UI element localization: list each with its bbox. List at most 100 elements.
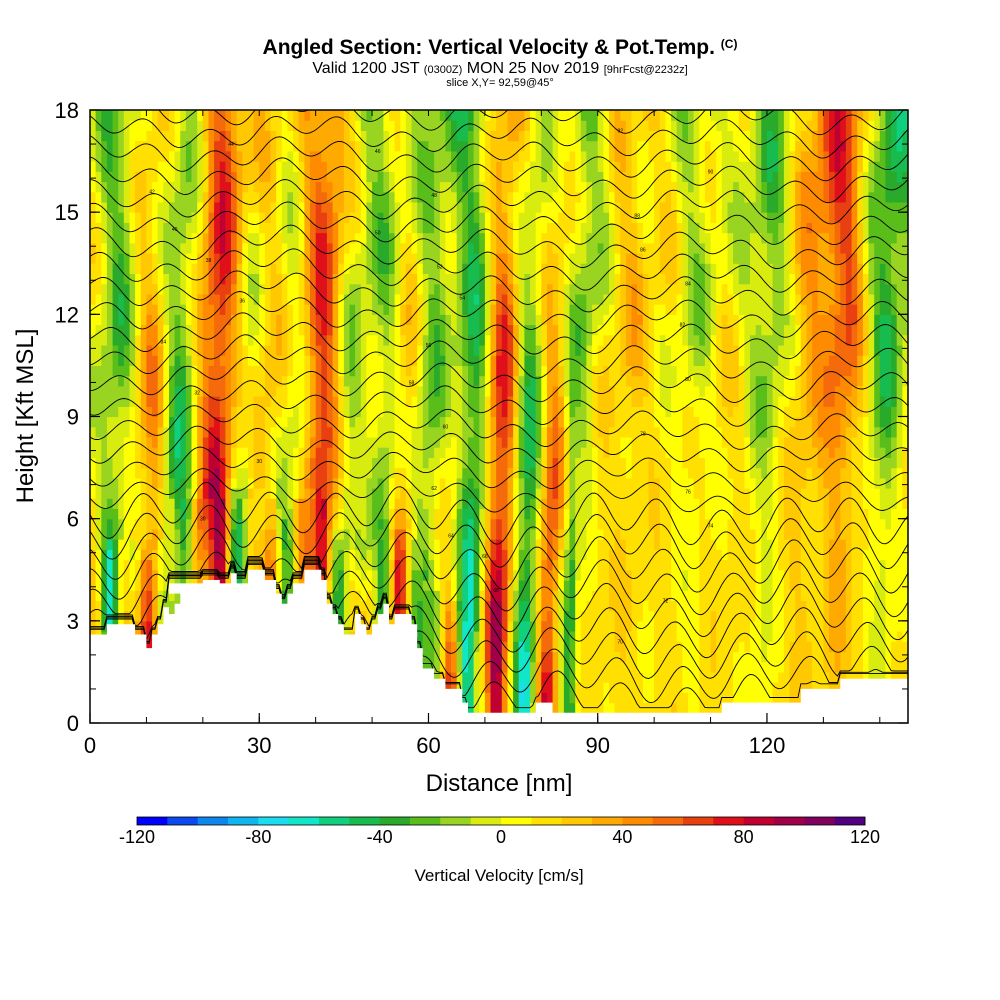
- velocity-cell: [157, 130, 164, 142]
- velocity-cell: [338, 334, 345, 346]
- velocity-cell: [434, 671, 441, 683]
- velocity-cell: [405, 488, 413, 499]
- velocity-cell: [219, 355, 226, 366]
- velocity-cell: [394, 130, 401, 142]
- velocity-cell: [439, 273, 446, 285]
- velocity-cell: [118, 375, 125, 387]
- velocity-cell: [552, 253, 559, 264]
- velocity-cell: [326, 345, 334, 356]
- velocity-cell: [518, 569, 525, 581]
- velocity-cell: [287, 436, 294, 448]
- velocity-cell: [118, 140, 125, 152]
- velocity-cell: [405, 375, 413, 387]
- velocity-cell: [451, 406, 458, 418]
- velocity-cell: [253, 457, 260, 469]
- velocity-cell: [231, 273, 238, 285]
- velocity-cell: [462, 130, 469, 142]
- velocity-cell: [411, 273, 418, 285]
- velocity-cell: [383, 385, 390, 397]
- velocity-cell: [473, 692, 480, 704]
- velocity-cell: [174, 396, 181, 407]
- velocity-cell: [513, 610, 520, 622]
- velocity-cell: [473, 426, 480, 438]
- velocity-cell: [101, 396, 108, 407]
- velocity-cell: [202, 365, 209, 377]
- velocity-cell: [462, 447, 469, 458]
- velocity-cell: [473, 293, 480, 305]
- velocity-cell: [513, 232, 520, 244]
- velocity-cell: [253, 477, 260, 489]
- velocity-cell: [417, 631, 424, 642]
- velocity-cell: [411, 263, 418, 274]
- velocity-cell: [225, 355, 232, 366]
- velocity-cell: [349, 508, 356, 520]
- velocity-cell: [462, 406, 469, 418]
- velocity-cell: [95, 304, 102, 315]
- velocity-cell: [445, 191, 452, 203]
- velocity-cell: [496, 426, 503, 438]
- velocity-cell: [484, 569, 492, 581]
- velocity-cell: [169, 171, 176, 183]
- velocity-cell: [394, 140, 401, 152]
- velocity-cell: [473, 539, 480, 550]
- velocity-cell: [524, 518, 531, 530]
- velocity-cell: [343, 263, 351, 274]
- velocity-cell: [518, 263, 525, 274]
- velocity-cell: [90, 161, 97, 172]
- velocity-cell: [439, 518, 446, 530]
- velocity-cell: [95, 181, 102, 193]
- velocity-cell: [445, 426, 452, 438]
- velocity-cell: [530, 345, 537, 356]
- velocity-cell: [484, 651, 492, 663]
- velocity-cell: [400, 130, 407, 142]
- velocity-cell: [394, 426, 401, 438]
- velocity-cell: [123, 140, 130, 152]
- velocity-cell: [259, 436, 266, 448]
- velocity-cell: [389, 191, 396, 203]
- velocity-cell: [434, 130, 441, 142]
- velocity-cell: [248, 457, 255, 469]
- valid-time-utc: (0300Z): [423, 64, 463, 76]
- velocity-cell: [518, 365, 525, 377]
- velocity-cell: [118, 457, 125, 469]
- velocity-cell: [473, 201, 480, 213]
- velocity-cell: [202, 436, 209, 448]
- velocity-cell: [208, 365, 215, 377]
- velocity-cell: [106, 150, 114, 162]
- velocity-cell: [468, 242, 475, 254]
- velocity-cell: [513, 528, 520, 540]
- velocity-cell: [417, 620, 424, 632]
- velocity-cell: [473, 436, 480, 448]
- velocity-cell: [484, 140, 492, 152]
- velocity-cell: [349, 232, 356, 244]
- velocity-cell: [501, 671, 508, 683]
- velocity-cell: [191, 355, 198, 366]
- velocity-cell: [366, 293, 373, 305]
- velocity-cell: [462, 569, 469, 581]
- velocity-cell: [535, 580, 542, 591]
- velocity-cell: [332, 283, 339, 295]
- velocity-cell: [185, 191, 193, 203]
- velocity-cell: [163, 293, 170, 305]
- velocity-cell: [298, 406, 305, 418]
- velocity-cell: [507, 293, 514, 305]
- velocity-cell: [400, 171, 407, 183]
- velocity-cell: [552, 467, 559, 479]
- velocity-cell: [135, 263, 142, 274]
- velocity-cell: [383, 130, 390, 142]
- velocity-cell: [225, 232, 232, 244]
- velocity-cell: [428, 590, 435, 601]
- velocity-cell: [496, 631, 503, 642]
- velocity-cell: [219, 549, 226, 561]
- velocity-cell: [95, 293, 102, 305]
- velocity-cell: [552, 355, 559, 366]
- velocity-cell: [394, 355, 401, 366]
- velocity-cell: [422, 539, 429, 550]
- velocity-cell: [389, 488, 396, 499]
- velocity-cell: [372, 273, 379, 285]
- velocity-cell: [343, 334, 351, 346]
- velocity-cell: [366, 447, 373, 458]
- velocity-cell: [304, 150, 311, 162]
- velocity-cell: [389, 528, 396, 540]
- velocity-cell: [389, 253, 396, 264]
